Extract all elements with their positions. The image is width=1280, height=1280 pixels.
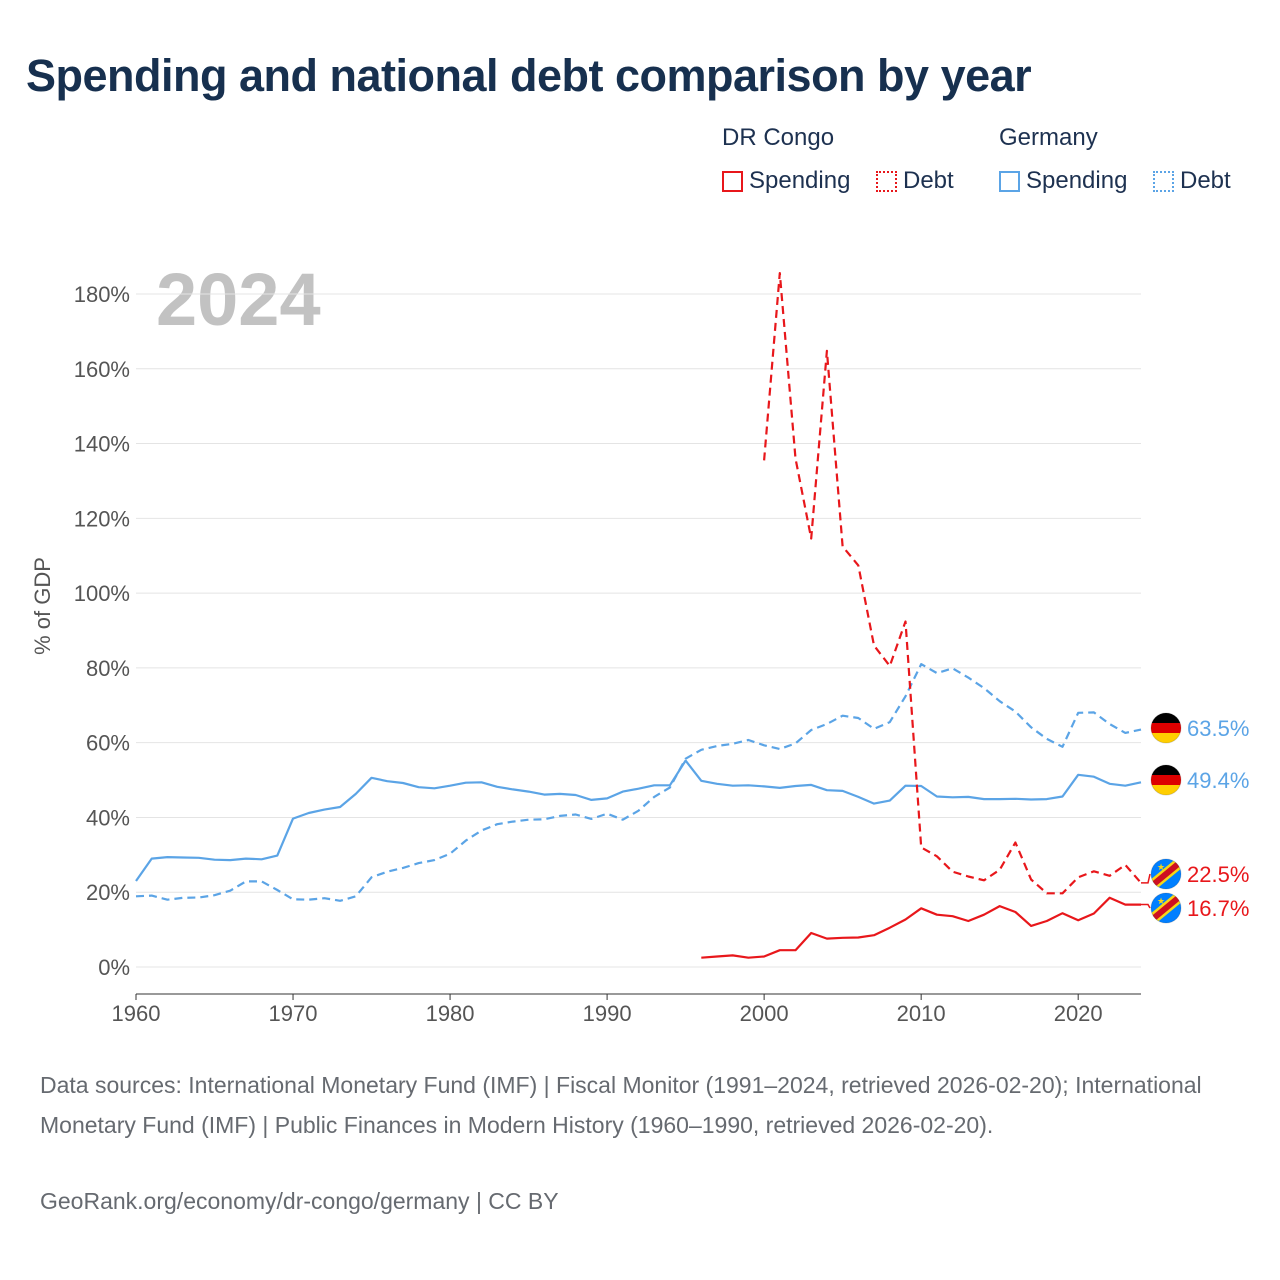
y-tick-label: 100% — [74, 581, 130, 606]
line-chart: 2024 0%20%40%60%80%100%120%140%160%180% … — [30, 258, 1249, 1026]
dr-congo-flag-icon: ★ — [1151, 893, 1181, 923]
legend-swatch-solid — [722, 170, 743, 192]
x-axis-ticks: 1960 1970 1980 1990 2000 2010 2020 — [112, 993, 1141, 1026]
end-labels: 63.5% 49.4% ★ 22.5% ★ 16.7% — [1141, 712, 1249, 924]
x-tick-label: 1980 — [426, 1001, 475, 1026]
watermark-year: 2024 — [156, 258, 321, 341]
x-tick-label: 2000 — [740, 1001, 789, 1026]
legend-label: Spending — [1026, 167, 1128, 194]
flag-star: ★ — [1157, 863, 1165, 873]
gridlines — [136, 293, 1141, 968]
legend-label: Spending — [749, 167, 851, 194]
series-lines — [135, 272, 1142, 959]
y-tick-label: 80% — [86, 656, 130, 681]
legend-swatch-dotted — [1153, 170, 1174, 192]
legend-item-germany-debt[interactable]: Debt — [1153, 166, 1231, 196]
y-tick-label: 60% — [86, 731, 130, 756]
x-tick-label: 1960 — [112, 1001, 161, 1026]
dr-congo-flag-icon: ★ — [1151, 859, 1181, 889]
legend-item-dr-congo-spending[interactable]: Spending — [722, 166, 850, 196]
credit-link[interactable]: GeoRank.org/economy/dr-congo/germany | C… — [40, 1188, 559, 1214]
label-leader-line — [1141, 873, 1151, 884]
legend-swatch-dotted — [876, 170, 897, 192]
x-tick-label: 1970 — [269, 1001, 318, 1026]
end-value-label: 22.5% — [1187, 862, 1249, 887]
y-tick-label: 180% — [74, 282, 130, 307]
germany-flag-icon — [1151, 765, 1181, 795]
x-tick-label: 1990 — [583, 1001, 632, 1026]
y-tick-label: 20% — [86, 880, 130, 905]
y-tick-label: 140% — [74, 432, 130, 457]
x-tick-label: 2010 — [897, 1001, 946, 1026]
x-tick-label: 2020 — [1054, 1001, 1103, 1026]
chart-title: Spending and national debt comparison by… — [26, 50, 1032, 101]
germany-flag-icon — [1151, 713, 1181, 743]
y-tick-label: 0% — [98, 955, 130, 980]
legend-item-germany-spending[interactable]: Spending — [999, 166, 1127, 196]
data-sources: Data sources: International Monetary Fun… — [40, 1072, 1202, 1138]
legend-group-germany: Germany — [999, 124, 1098, 151]
legend-swatch-solid — [999, 170, 1020, 192]
end-value-label: 63.5% — [1187, 716, 1249, 741]
end-value-label: 49.4% — [1187, 768, 1249, 793]
y-axis-label: % of GDP — [30, 557, 55, 655]
legend-item-dr-congo-debt[interactable]: Debt — [876, 166, 954, 196]
y-axis-ticks: 0% 20% 40% 60% 80% 100% 120% 140% 160% 180% — [74, 282, 130, 980]
series-line-dr-congo-spending — [701, 896, 1141, 959]
end-value-label: 16.7% — [1187, 896, 1249, 921]
series-line-germany-spending — [135, 759, 1142, 882]
label-leader-line — [1141, 903, 1151, 909]
legend-group-dr-congo: DR Congo — [722, 124, 835, 151]
legend-label: Debt — [903, 167, 954, 194]
y-tick-label: 40% — [86, 805, 130, 830]
y-tick-label: 120% — [74, 506, 130, 531]
y-tick-label: 160% — [74, 357, 130, 382]
series-line-dr-congo-debt — [763, 272, 1142, 895]
legend-label: Debt — [1180, 167, 1231, 194]
flag-star: ★ — [1157, 897, 1165, 907]
series-line-germany-debt — [135, 662, 1142, 902]
